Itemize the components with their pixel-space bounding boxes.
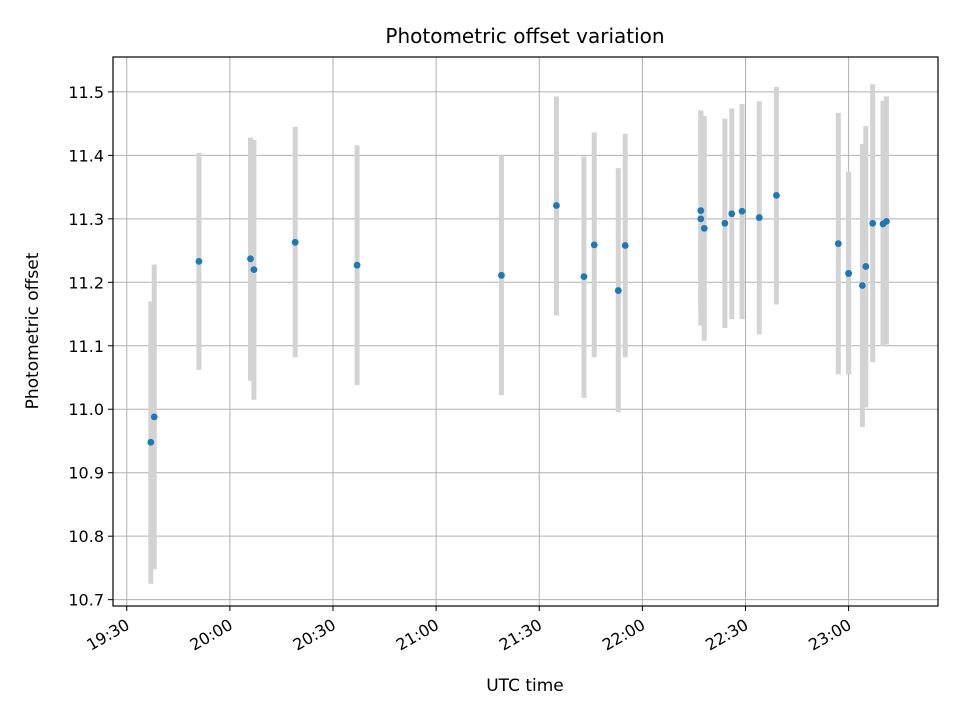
data-point — [700, 224, 708, 232]
data-point — [721, 219, 729, 227]
data-point — [590, 241, 598, 249]
data-point — [621, 242, 629, 249]
y-tick-label: 11.5 — [68, 83, 104, 102]
data-point — [728, 210, 736, 218]
data-point — [250, 266, 258, 274]
data-point — [498, 271, 505, 279]
y-tick-label: 11.4 — [68, 146, 104, 165]
data-point — [247, 255, 254, 263]
data-point — [150, 413, 158, 421]
data-point — [862, 263, 870, 270]
data-point — [553, 202, 560, 209]
x-axis-label: UTC time — [486, 676, 564, 696]
grid-layer — [113, 57, 938, 606]
data-point — [614, 287, 622, 294]
data-point — [697, 207, 705, 214]
y-tick-label: 11.0 — [68, 400, 104, 419]
data-point — [580, 273, 588, 280]
data-point — [773, 191, 780, 199]
y-axis-label: Photometric offset — [23, 252, 43, 409]
data-point — [845, 270, 853, 277]
y-tick-label: 10.8 — [68, 527, 104, 546]
data-point — [834, 240, 842, 247]
y-tick-label: 11.1 — [68, 337, 104, 356]
data-point — [353, 261, 361, 269]
y-tick-label: 10.9 — [68, 464, 104, 483]
data-point — [883, 217, 890, 225]
plot-frame — [112, 56, 939, 607]
data-point — [147, 438, 155, 446]
data-point — [738, 207, 746, 215]
data-point — [195, 257, 203, 265]
y-tick-label: 11.3 — [68, 210, 104, 229]
y-tick-label: 11.2 — [68, 273, 104, 292]
point-layer — [147, 191, 890, 446]
data-point — [755, 214, 763, 221]
y-tick-label: 10.7 — [68, 591, 104, 610]
chart-title: Photometric offset variation — [385, 24, 664, 48]
data-point — [869, 219, 877, 227]
data-point — [697, 215, 705, 223]
data-point — [858, 282, 866, 289]
data-point — [291, 238, 299, 246]
